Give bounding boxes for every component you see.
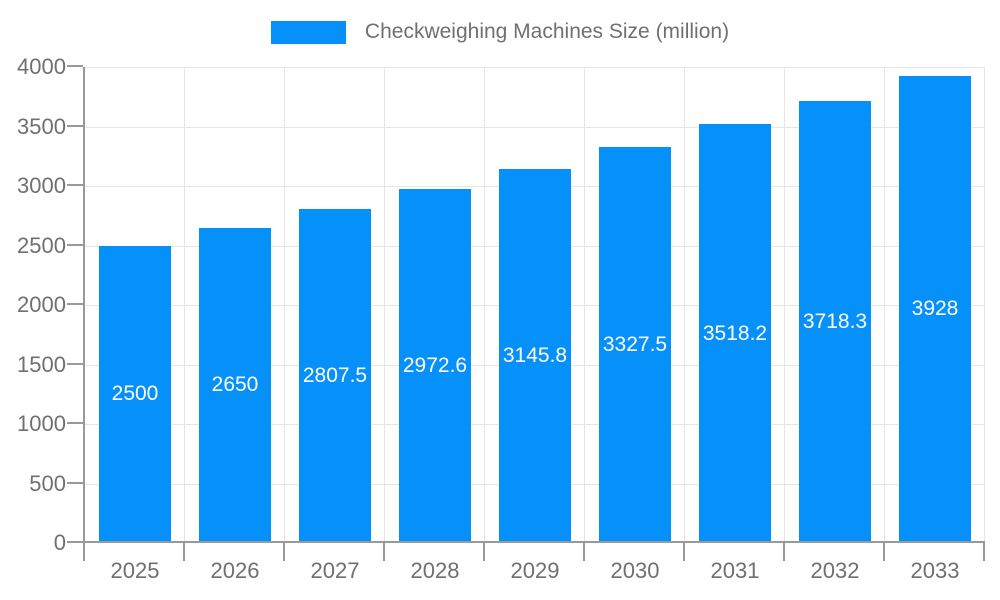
y-axis-tick [67,362,83,365]
bar[interactable]: 2650 [199,227,271,543]
bar-value-label: 3718.3 [802,309,868,333]
bar-value-label: 2500 [111,382,159,406]
grid-line-vertical [384,67,385,543]
x-axis-tick [283,543,285,561]
x-axis-line [83,541,985,543]
y-tick-label: 2000 [17,292,66,317]
x-tick-label: 2025 [110,558,160,583]
x-tick-label: 2030 [610,558,660,583]
x-tick-label: 2026 [210,558,260,583]
bar-value-label: 3518.2 [702,321,768,345]
y-tick-label: 0 [53,530,66,555]
grid-line-vertical [784,67,785,543]
y-tick-label: 1000 [17,411,66,436]
grid-line-vertical [984,67,985,543]
y-axis-tick [67,243,83,246]
grid-line-horizontal [85,67,985,68]
bar[interactable]: 3518.2 [699,124,771,543]
bar-value-label: 3145.8 [502,343,568,367]
y-axis-tick [67,422,83,424]
bar[interactable]: 3327.5 [599,147,671,543]
y-axis-line [83,67,85,543]
x-axis-tick [983,543,985,561]
grid-line-vertical [584,67,585,543]
grid-line-vertical [484,67,485,543]
x-tick-label: 2027 [310,558,360,583]
y-tick-label: 1500 [17,351,66,377]
bar-value-label: 2807.5 [302,363,368,387]
bar[interactable]: 3928 [899,75,971,543]
y-tick-label: 2500 [17,232,66,258]
x-tick-label: 2032 [810,558,860,583]
y-axis-tick [67,184,83,186]
x-axis-tick [83,543,85,561]
y-axis-tick [67,541,83,543]
bar[interactable]: 2807.5 [299,208,371,543]
plot-area: 2500 2650 2807.5 2972.6 3145.8 3327.5 3518.2 37… [85,67,985,543]
y-tick-label: 500 [29,470,66,496]
bar[interactable]: 3145.8 [499,168,571,543]
grid-line-vertical [184,67,185,543]
bar-value-label: 3928 [911,297,959,321]
bar[interactable]: 2972.6 [399,189,471,543]
x-axis-tick [183,543,185,561]
y-tick-label: 3000 [17,173,66,198]
legend[interactable]: Checkweighing Machines Size (million) [0,19,1000,45]
y-tick-label: 3500 [17,113,66,139]
grid-line-horizontal [85,126,985,128]
y-axis-tick [67,481,83,484]
bar[interactable]: 3718.3 [799,100,871,543]
x-tick-label: 2033 [910,558,960,583]
x-axis-tick [583,543,585,561]
y-axis-tick [67,303,83,305]
y-tick-label: 4000 [17,54,66,79]
x-axis-tick [383,543,385,561]
x-axis-tick [783,543,785,561]
bar-value-label: 2650 [211,373,259,397]
y-axis-tick [67,65,83,67]
x-axis-tick [483,543,485,561]
x-tick-label: 2029 [510,558,560,583]
x-axis-tick [683,543,685,561]
x-tick-label: 2031 [710,558,760,583]
bar[interactable]: 2500 [99,245,171,543]
x-axis-tick [883,543,885,561]
bar-value-label: 2972.6 [402,354,468,378]
grid-line-vertical [684,67,685,543]
bar-value-label: 3327.5 [602,333,668,357]
x-tick-label: 2028 [410,558,460,583]
y-axis-tick [67,124,83,127]
grid-line-vertical [884,67,885,543]
legend-label: Checkweighing Machines Size (million) [364,20,730,43]
grid-line-vertical [284,67,285,543]
legend-swatch [270,20,346,44]
